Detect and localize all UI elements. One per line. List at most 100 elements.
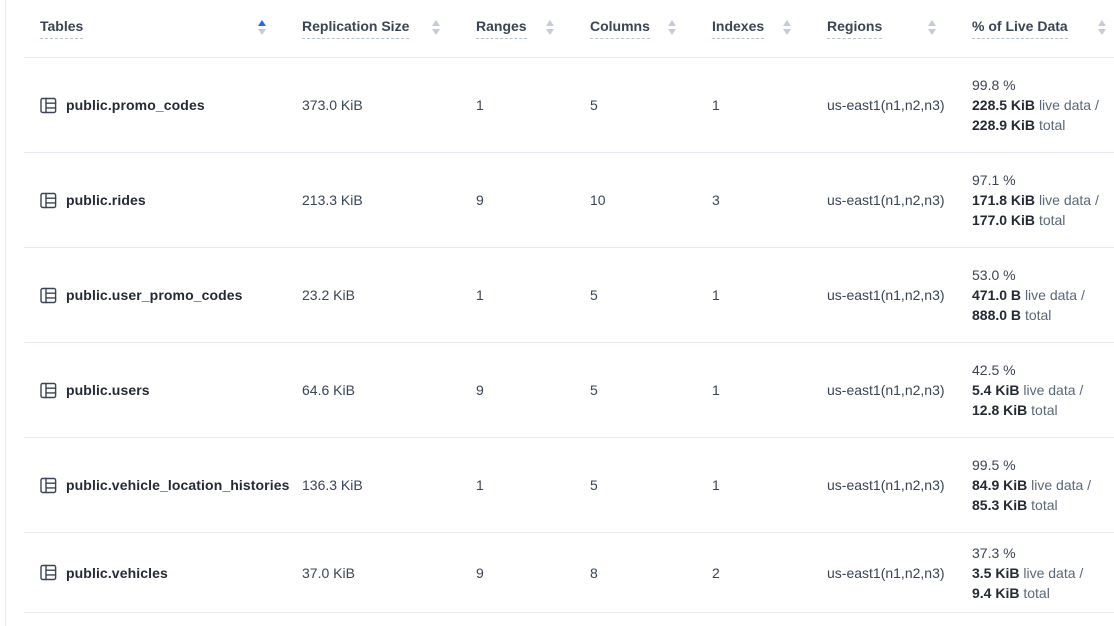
table-name-cell: public.users bbox=[24, 382, 302, 399]
sort-desc-icon bbox=[668, 29, 676, 35]
sort-asc-icon bbox=[783, 20, 791, 26]
column-header-ranges[interactable]: Ranges bbox=[476, 18, 590, 39]
total-size-line: 9.4 KiB total bbox=[972, 584, 1050, 601]
sort-desc-icon bbox=[1098, 29, 1106, 35]
indexes-value: 1 bbox=[712, 382, 720, 398]
live-size-line: 3.5 KiB live data / bbox=[972, 564, 1084, 581]
regions-value: us-east1(n1,n2,n3) bbox=[827, 97, 945, 113]
table-name-link[interactable]: public.vehicle_location_histories bbox=[66, 477, 290, 493]
columns-value: 5 bbox=[590, 382, 598, 398]
total-size-line: 12.8 KiB total bbox=[972, 402, 1058, 418]
column-header-live-data[interactable]: % of Live Data bbox=[972, 18, 1114, 39]
table-icon bbox=[40, 97, 57, 114]
sort-icons bbox=[546, 20, 554, 35]
sort-icons bbox=[1098, 20, 1106, 35]
table-row[interactable]: public.vehicles 37.0 KiB 9 8 2 us-east1(… bbox=[24, 533, 1114, 613]
sort-asc-icon bbox=[668, 20, 676, 26]
column-header-replication-size[interactable]: Replication Size bbox=[302, 18, 476, 39]
live-size-line: 228.5 KiB live data / bbox=[972, 97, 1099, 113]
sort-icons bbox=[258, 20, 266, 35]
table-name-link[interactable]: public.vehicles bbox=[66, 564, 168, 581]
table-row[interactable]: public.user_promo_codes 23.2 KiB 1 5 1 u… bbox=[24, 248, 1114, 343]
replication-size-value: 213.3 KiB bbox=[302, 192, 363, 208]
table-icon bbox=[40, 382, 57, 399]
live-percent: 42.5 % bbox=[972, 362, 1016, 378]
ranges-value: 1 bbox=[476, 287, 484, 303]
tables-table: Tables Replication Size Ranges bbox=[24, 0, 1114, 613]
column-header-label: % of Live Data bbox=[972, 18, 1068, 39]
live-percent: 37.3 % bbox=[972, 544, 1016, 561]
total-size-line: 888.0 B total bbox=[972, 307, 1052, 323]
sort-asc-icon bbox=[432, 20, 440, 26]
table-name-cell: public.rides bbox=[24, 192, 302, 209]
sort-desc-icon bbox=[928, 29, 936, 35]
column-header-label: Ranges bbox=[476, 18, 527, 39]
replication-size-value: 136.3 KiB bbox=[302, 477, 363, 493]
sort-asc-icon bbox=[1098, 20, 1106, 26]
live-percent: 99.8 % bbox=[972, 77, 1016, 93]
ranges-value: 1 bbox=[476, 97, 484, 113]
sort-desc-icon bbox=[546, 29, 554, 35]
live-data-cell: 42.5 % 5.4 KiB live data / 12.8 KiB tota… bbox=[972, 360, 1114, 420]
column-header-label: Indexes bbox=[712, 18, 765, 39]
column-header-label: Regions bbox=[827, 18, 883, 39]
sort-icons bbox=[928, 20, 936, 35]
live-data-cell: 99.8 % 228.5 KiB live data / 228.9 KiB t… bbox=[972, 75, 1114, 135]
total-size-line: 228.9 KiB total bbox=[972, 117, 1066, 133]
columns-value: 8 bbox=[590, 564, 598, 581]
live-percent: 97.1 % bbox=[972, 172, 1016, 188]
table-name-cell: public.vehicles bbox=[24, 564, 302, 581]
sort-desc-icon bbox=[258, 29, 266, 35]
columns-value: 5 bbox=[590, 97, 598, 113]
table-icon bbox=[40, 192, 57, 209]
table-name-link[interactable]: public.user_promo_codes bbox=[66, 287, 243, 303]
columns-value: 5 bbox=[590, 477, 598, 493]
table-row[interactable]: public.rides 213.3 KiB 9 10 3 us-east1(n… bbox=[24, 153, 1114, 248]
table-name-link[interactable]: public.rides bbox=[66, 192, 146, 208]
replication-size-value: 23.2 KiB bbox=[302, 287, 355, 303]
table-icon bbox=[40, 564, 57, 581]
columns-value: 10 bbox=[590, 192, 606, 208]
column-header-label: Columns bbox=[590, 18, 650, 39]
ranges-value: 9 bbox=[476, 192, 484, 208]
column-header-label: Tables bbox=[40, 18, 84, 39]
table-name-link[interactable]: public.users bbox=[66, 382, 150, 398]
sort-icons bbox=[432, 20, 440, 35]
table-row[interactable]: public.vehicle_location_histories 136.3 … bbox=[24, 438, 1114, 533]
indexes-value: 1 bbox=[712, 287, 720, 303]
column-header-tables[interactable]: Tables bbox=[24, 18, 302, 39]
table-icon bbox=[40, 477, 57, 494]
column-header-regions[interactable]: Regions bbox=[827, 18, 972, 39]
column-header-label: Replication Size bbox=[302, 18, 410, 39]
table-row[interactable]: public.users 64.6 KiB 9 5 1 us-east1(n1,… bbox=[24, 343, 1114, 438]
regions-value: us-east1(n1,n2,n3) bbox=[827, 382, 945, 398]
sort-asc-icon bbox=[258, 20, 266, 26]
table-icon bbox=[40, 287, 57, 304]
indexes-value: 2 bbox=[712, 564, 720, 581]
live-percent: 99.5 % bbox=[972, 457, 1016, 473]
live-data-cell: 37.3 % 3.5 KiB live data / 9.4 KiB total bbox=[972, 543, 1114, 603]
replication-size-value: 373.0 KiB bbox=[302, 97, 363, 113]
live-size-line: 471.0 B live data / bbox=[972, 287, 1085, 303]
column-header-indexes[interactable]: Indexes bbox=[712, 18, 827, 39]
sort-icons bbox=[668, 20, 676, 35]
table-name-cell: public.vehicle_location_histories bbox=[24, 477, 302, 494]
indexes-value: 1 bbox=[712, 97, 720, 113]
live-data-cell: 99.5 % 84.9 KiB live data / 85.3 KiB tot… bbox=[972, 455, 1114, 515]
panel-left-border bbox=[5, 0, 6, 626]
table-name-cell: public.promo_codes bbox=[24, 97, 302, 114]
sort-icons bbox=[783, 20, 791, 35]
indexes-value: 1 bbox=[712, 477, 720, 493]
table-header-row: Tables Replication Size Ranges bbox=[24, 0, 1114, 58]
live-size-line: 171.8 KiB live data / bbox=[972, 192, 1099, 208]
replication-size-value: 64.6 KiB bbox=[302, 382, 355, 398]
column-header-columns[interactable]: Columns bbox=[590, 18, 712, 39]
table-name-link[interactable]: public.promo_codes bbox=[66, 97, 205, 113]
sort-desc-icon bbox=[783, 29, 791, 35]
ranges-value: 9 bbox=[476, 564, 484, 581]
table-row[interactable]: public.promo_codes 373.0 KiB 1 5 1 us-ea… bbox=[24, 58, 1114, 153]
regions-value: us-east1(n1,n2,n3) bbox=[827, 192, 945, 208]
total-size-line: 85.3 KiB total bbox=[972, 497, 1058, 513]
sort-desc-icon bbox=[432, 29, 440, 35]
